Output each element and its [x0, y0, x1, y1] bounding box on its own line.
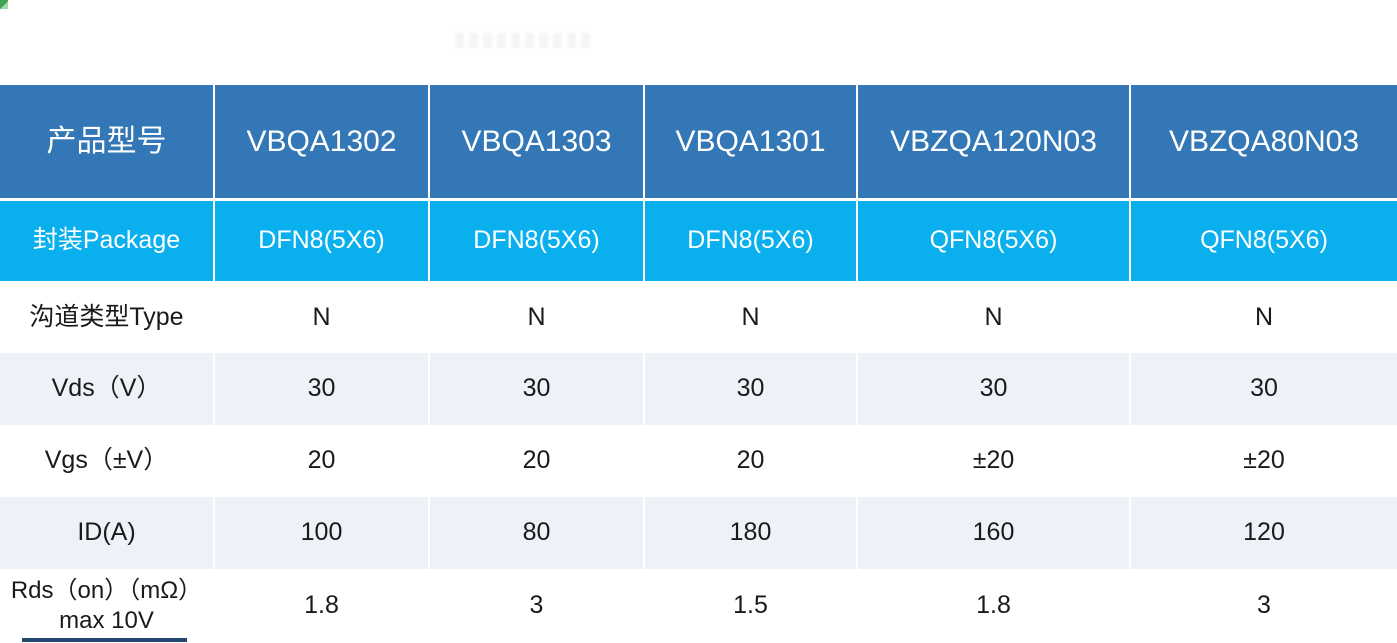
row-label-id: ID(A)	[0, 497, 215, 569]
cell-package-1: DFN8(5X6)	[215, 201, 430, 283]
cell-package-3: DFN8(5X6)	[645, 201, 858, 283]
cell-vds-1: 30	[215, 353, 430, 425]
table-row-package: 封装Package DFN8(5X6) DFN8(5X6) DFN8(5X6) …	[0, 201, 1397, 283]
cell-rds-2: 3	[430, 569, 645, 643]
row-label-vgs: Vgs（±V）	[0, 425, 215, 497]
cell-id-5: 120	[1131, 497, 1397, 569]
table-row-vds: Vds（V） 30 30 30 30 30	[0, 353, 1397, 425]
cell-vds-3: 30	[645, 353, 858, 425]
cell-package-4: QFN8(5X6)	[858, 201, 1131, 283]
header-model-vbqa1303: VBQA1303	[430, 85, 645, 201]
faint-watermark	[455, 33, 595, 48]
row-label-vds: Vds（V）	[0, 353, 215, 425]
cell-type-2: N	[430, 283, 645, 353]
cell-vgs-3: 20	[645, 425, 858, 497]
row-label-package: 封装Package	[0, 201, 215, 283]
cell-type-1: N	[215, 283, 430, 353]
cell-rds-5: 3	[1131, 569, 1397, 643]
cell-rds-4: 1.8	[858, 569, 1131, 643]
table-row-channel-type: 沟道类型Type N N N N N	[0, 283, 1397, 353]
cell-rds-3: 1.5	[645, 569, 858, 643]
table-row-rds-on: Rds（on）（mΩ）max 10V 1.8 3 1.5 1.8 3	[0, 569, 1397, 643]
cell-vds-5: 30	[1131, 353, 1397, 425]
product-spec-table: 产品型号 VBQA1302 VBQA1303 VBQA1301 VBZQA120…	[0, 85, 1397, 643]
cell-vgs-4: ±20	[858, 425, 1131, 497]
green-corner-artifact	[0, 0, 8, 9]
cell-id-2: 80	[430, 497, 645, 569]
cell-rds-1: 1.8	[215, 569, 430, 643]
header-label: 产品型号	[0, 85, 215, 201]
table-header-row: 产品型号 VBQA1302 VBQA1303 VBQA1301 VBZQA120…	[0, 85, 1397, 201]
cell-vgs-2: 20	[430, 425, 645, 497]
cell-vgs-1: 20	[215, 425, 430, 497]
cell-id-4: 160	[858, 497, 1131, 569]
cell-type-3: N	[645, 283, 858, 353]
header-model-vbzqa80n03: VBZQA80N03	[1131, 85, 1397, 201]
header-model-vbqa1302: VBQA1302	[215, 85, 430, 201]
header-model-vbqa1301: VBQA1301	[645, 85, 858, 201]
table-row-id: ID(A) 100 80 180 160 120	[0, 497, 1397, 569]
cropped-bottom-bar	[22, 638, 187, 642]
row-label-channel-type: 沟道类型Type	[0, 283, 215, 353]
cell-id-1: 100	[215, 497, 430, 569]
row-label-rds-on: Rds（on）（mΩ）max 10V	[0, 569, 215, 643]
cell-id-3: 180	[645, 497, 858, 569]
cell-package-5: QFN8(5X6)	[1131, 201, 1397, 283]
cell-vds-4: 30	[858, 353, 1131, 425]
cell-package-2: DFN8(5X6)	[430, 201, 645, 283]
cell-type-4: N	[858, 283, 1131, 353]
cell-vds-2: 30	[430, 353, 645, 425]
cell-type-5: N	[1131, 283, 1397, 353]
table-row-vgs: Vgs（±V） 20 20 20 ±20 ±20	[0, 425, 1397, 497]
header-model-vbzqa120n03: VBZQA120N03	[858, 85, 1131, 201]
cell-vgs-5: ±20	[1131, 425, 1397, 497]
